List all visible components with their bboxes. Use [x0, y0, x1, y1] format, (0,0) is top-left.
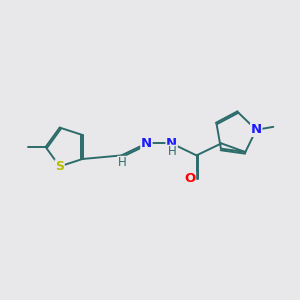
Text: S: S — [55, 160, 64, 173]
Text: N: N — [141, 137, 152, 150]
Text: N: N — [166, 137, 177, 150]
Text: O: O — [184, 172, 196, 185]
Text: H: H — [167, 145, 176, 158]
Text: H: H — [118, 156, 127, 170]
Text: N: N — [250, 123, 262, 136]
